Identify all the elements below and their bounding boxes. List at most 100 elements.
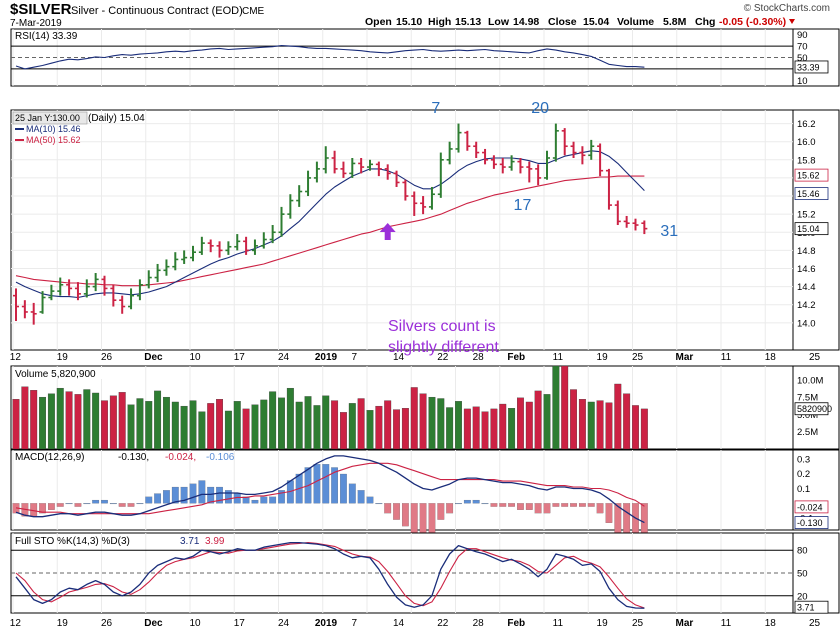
close-value: 15.04 (583, 16, 609, 28)
macd-histogram-bar (481, 503, 489, 505)
close-value-tag-text: 15.04 (797, 224, 820, 234)
sto-x-label: Dec (144, 618, 163, 629)
price-tick-label: 14.4 (797, 282, 816, 293)
ma10-line (15, 150, 645, 299)
macd-histogram-bar (517, 503, 524, 510)
macd-histogram-bar (605, 503, 613, 523)
macd-histogram-bar (207, 486, 215, 504)
volume-value-tag: 5820900 (794, 402, 832, 416)
volume-bar (348, 403, 356, 450)
volume-bar (260, 399, 268, 450)
macd-histogram-bar (543, 503, 551, 514)
sto-d-value: 3.99 (205, 536, 225, 547)
volume-bar (242, 408, 250, 450)
crosshair-readout: 25 Jan Y:130.00 (15, 113, 80, 123)
macd-histogram-bar (163, 490, 170, 504)
volume-bar (357, 398, 365, 450)
macd-tick-label: 0.3 (797, 454, 810, 465)
volume-value-tag-box (794, 402, 829, 416)
sto-value-tag-box (794, 600, 829, 614)
volume-bar (419, 393, 427, 450)
price-bar (66, 279, 73, 296)
price-bar (278, 206, 285, 237)
volume-bar (145, 401, 153, 450)
volume-bar (640, 408, 648, 450)
rsi-label: RSI(14) 33.39 (15, 31, 78, 42)
sto-tick-label: 50 (797, 569, 808, 580)
price-bar (384, 164, 391, 180)
sto-x-label: 18 (765, 618, 777, 629)
ma50-value-tag-box (794, 168, 829, 182)
sto-label-prefix: Full STO %K(14,3) %D(3) (15, 536, 130, 547)
price-bar (411, 191, 418, 216)
macd-histogram-bar (47, 503, 55, 510)
volume-bar (65, 391, 73, 450)
price-bar (181, 250, 188, 264)
sto-x-label: 14 (393, 618, 405, 629)
price-x-label: 12 (10, 352, 22, 363)
macd-histogram-bar (428, 503, 436, 533)
high-value: 15.13 (455, 16, 481, 28)
ma10-value-tag-box (794, 187, 829, 201)
down-triangle-icon (789, 19, 795, 24)
rsi-line (15, 44, 645, 70)
volume-bar (366, 410, 374, 450)
macd-histogram-bar (525, 503, 533, 510)
macd-value-tag-text: -0.130 (797, 518, 823, 528)
volume-bar (233, 401, 241, 450)
price-x-label: 17 (234, 352, 246, 363)
price-tick-label: 14.2 (797, 300, 816, 311)
rsi-axis-frame (792, 28, 840, 87)
macd-histogram-bar (260, 496, 268, 504)
ma50-legend-label: MA(50) 15.62 (26, 135, 81, 145)
price-tick-label: 15.2 (797, 210, 816, 221)
macd-value-tag: -0.130 (794, 516, 829, 529)
macd-histogram-bar (83, 503, 91, 505)
macd-histogram-bar (561, 503, 569, 507)
price-bar (437, 152, 444, 198)
price-bar (305, 170, 312, 197)
macd-histogram-bar (322, 464, 330, 504)
price-bar (154, 263, 161, 283)
volume-bar (543, 394, 551, 450)
macd-histogram-bar (39, 503, 46, 514)
price-bar (605, 168, 612, 210)
price-bar (455, 123, 462, 153)
price-bar (110, 284, 117, 307)
volume-bar (552, 365, 560, 450)
volume-bar (614, 383, 622, 450)
sto-x-label: 26 (101, 618, 113, 629)
close-label: Close (548, 16, 577, 28)
price-bar (313, 161, 320, 183)
macd-histogram-bar (198, 480, 206, 504)
price-bar (216, 241, 223, 258)
macd-histogram-bar (74, 503, 82, 507)
price-x-label: 7 (352, 352, 358, 363)
price-tick-label: 16.0 (797, 137, 816, 148)
macd-histogram-bar (375, 503, 383, 505)
price-bar (499, 158, 506, 174)
volume-tick-label: 2.5M (797, 427, 818, 438)
macd-histogram-bar (393, 503, 400, 520)
price-tick-label: 16.2 (797, 119, 816, 130)
annotation-note-line1: Silvers count is (388, 318, 496, 335)
volume-bar (331, 400, 339, 450)
ma10-legend-label: MA(10) 15.46 (26, 124, 81, 134)
sto-x-label: 28 (473, 618, 485, 629)
price-bar (508, 155, 515, 171)
price-tick-label: 14.6 (797, 264, 816, 275)
rsi-value-tag-box (794, 60, 829, 74)
sto-x-label: 19 (57, 618, 69, 629)
price-x-label: 19 (57, 352, 69, 363)
price-bar (251, 239, 258, 255)
price-bar (420, 196, 427, 215)
price-bar (597, 143, 604, 177)
wave-label-17: 17 (514, 197, 532, 214)
price-bar (74, 282, 81, 301)
macd-histogram-bar (596, 503, 604, 514)
volume-bar (30, 390, 38, 450)
volume-bar (92, 392, 100, 450)
price-bar (570, 141, 577, 158)
volume-bar (39, 396, 46, 450)
